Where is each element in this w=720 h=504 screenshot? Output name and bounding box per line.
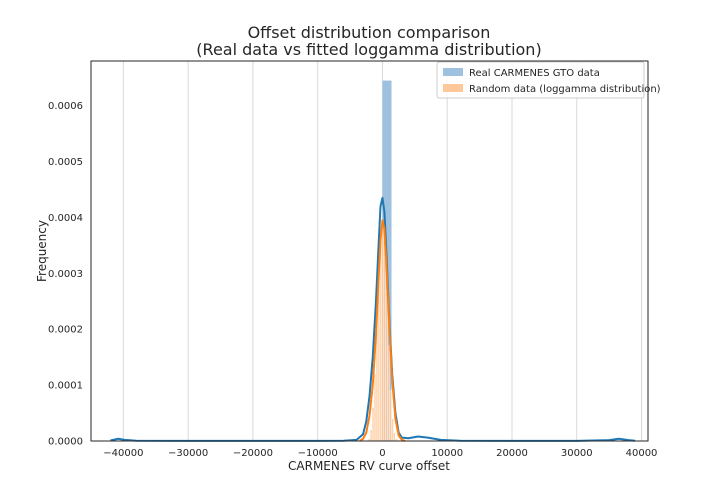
- x-tick-label: −10000: [298, 448, 338, 459]
- kde-lines: [110, 196, 636, 442]
- x-tick-label: 40000: [626, 448, 658, 459]
- kde-line: [359, 219, 406, 442]
- x-tick-label: −40000: [103, 448, 143, 459]
- y-tick-label: 0.0005: [48, 157, 83, 168]
- histogram-bar: [393, 432, 396, 442]
- histogram-bar: [369, 429, 373, 442]
- histogram-bar: [371, 407, 375, 442]
- legend-box: [436, 61, 645, 99]
- legend-label-random: Random data (loggamma distribution): [469, 84, 661, 95]
- y-tick-label: 0.0004: [48, 213, 83, 224]
- x-axis-label: CARMENES RV curve offset: [288, 459, 450, 473]
- histogram-bar: [391, 418, 394, 442]
- histogram-bar: [373, 373, 377, 442]
- chart-subtitle: (Real data vs fitted loggamma distributi…: [196, 40, 541, 59]
- y-ticks: 0.0000 0.0001 0.0002 0.0003 0.0004 0.0005 0.00…: [48, 101, 83, 447]
- y-tick-label: 0.0000: [48, 437, 83, 448]
- x-tick-label: −20000: [233, 448, 273, 459]
- y-tick-label: 0.0001: [48, 381, 83, 392]
- legend: Real CARMENES GTO data Random data (logg…: [436, 61, 661, 99]
- histogram-bar: [389, 390, 392, 442]
- kde-line: [110, 196, 636, 442]
- plot-frame: [90, 60, 649, 442]
- legend-swatch-random: [443, 84, 463, 92]
- y-tick-label: 0.0002: [48, 325, 83, 336]
- x-tick-label: 20000: [496, 448, 528, 459]
- histogram-bar: [387, 345, 390, 442]
- histogram-bar: [385, 289, 388, 442]
- x-tick-label: 0: [379, 448, 385, 459]
- legend-swatch-real: [443, 68, 463, 76]
- chart-title: Offset distribution comparison: [248, 23, 491, 42]
- histogram-bar: [383, 245, 386, 442]
- x-ticks: −40000 −30000 −20000 −10000 0 10000 20000 30000…: [103, 448, 657, 459]
- x-tick-label: 10000: [431, 448, 463, 459]
- x-tick-label: 30000: [561, 448, 593, 459]
- legend-label-real: Real CARMENES GTO data: [469, 68, 600, 79]
- y-tick-label: 0.0006: [48, 101, 83, 112]
- y-axis-label: Frequency: [35, 220, 49, 282]
- histogram-bar: [381, 222, 384, 442]
- x-tick-label: −30000: [168, 448, 208, 459]
- y-tick-label: 0.0003: [48, 269, 83, 280]
- histogram-bar: [375, 329, 379, 442]
